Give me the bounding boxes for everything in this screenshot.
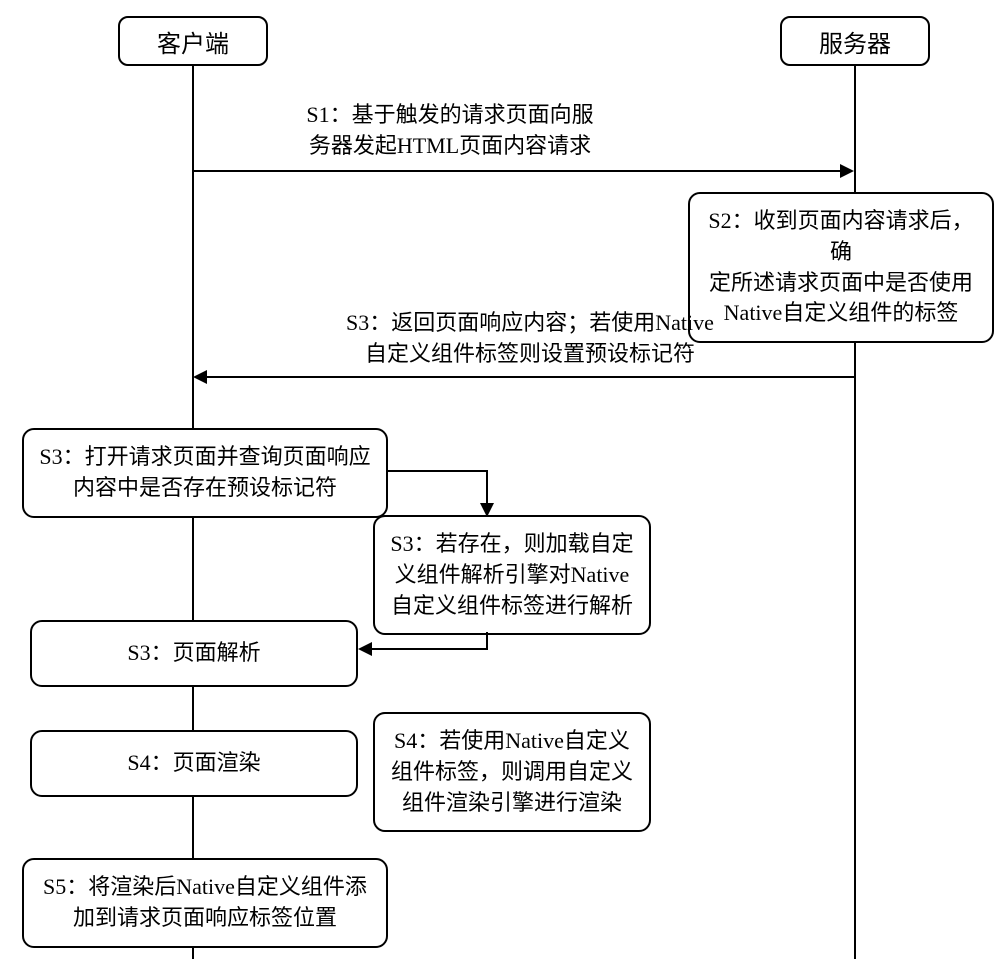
box-s3c: S3：页面解析 [30,620,358,687]
box-s5-line1: S5：将渲染后Native自定义组件添 [43,874,367,899]
arrow-s3-head [193,370,207,384]
message-s1-line1: S1：基于触发的请求页面向服 [306,102,593,127]
sequence-diagram: 客户端 服务器 S1：基于触发的请求页面向服 务器发起HTML页面内容请求 S2… [0,0,1000,959]
message-s3-line1: S3：返回页面响应内容；若使用Native [346,310,714,335]
message-s3-line2: 自定义组件标签则设置预设标记符 [365,341,695,366]
box-s2-line2: 定所述请求页面中是否使用 [709,270,973,295]
connector-s3b-left [370,648,488,650]
box-s5: S5：将渲染后Native自定义组件添 加到请求页面响应标签位置 [22,858,388,948]
connector-s3a-down [486,470,488,505]
box-s3a-line2: 内容中是否存在预设标记符 [73,475,337,500]
message-s1-label: S1：基于触发的请求页面向服 务器发起HTML页面内容请求 [240,100,660,162]
participant-client-label: 客户端 [157,24,229,59]
box-s3b-line1: S3：若存在，则加载自定 [390,531,633,556]
box-s3c-text: S3：页面解析 [127,640,260,665]
box-s3b-line3: 自定义组件标签进行解析 [391,593,633,618]
box-s5-line2: 加到请求页面响应标签位置 [73,905,337,930]
box-s4b-line3: 组件渲染引擎进行渲染 [402,790,622,815]
participant-client: 客户端 [118,16,268,66]
message-s1-line2: 务器发起HTML页面内容请求 [309,133,591,158]
participant-server-label: 服务器 [819,24,891,59]
box-s4b-line2: 组件标签，则调用自定义 [391,759,633,784]
box-s4a-text: S4：页面渲染 [127,750,260,775]
box-s4b-line1: S4：若使用Native自定义 [394,728,630,753]
box-s3a: S3：打开请求页面并查询页面响应 内容中是否存在预设标记符 [22,428,388,518]
box-s3b: S3：若存在，则加载自定 义组件解析引擎对Native 自定义组件标签进行解析 [373,515,651,635]
message-s3-label: S3：返回页面响应内容；若使用Native 自定义组件标签则设置预设标记符 [295,308,765,370]
arrow-s3 [205,376,855,378]
connector-s3a-right [388,470,488,472]
box-s2-line1: S2：收到页面内容请求后，确 [708,208,973,264]
box-s3a-line1: S3：打开请求页面并查询页面响应 [39,444,370,469]
arrow-s1 [194,170,842,172]
box-s4b: S4：若使用Native自定义 组件标签，则调用自定义 组件渲染引擎进行渲染 [373,712,651,832]
connector-s3b-arrow [358,642,372,656]
box-s3b-line2: 义组件解析引擎对Native [395,562,630,587]
participant-server: 服务器 [780,16,930,66]
box-s4a: S4：页面渲染 [30,730,358,797]
arrow-s1-head [840,164,854,178]
